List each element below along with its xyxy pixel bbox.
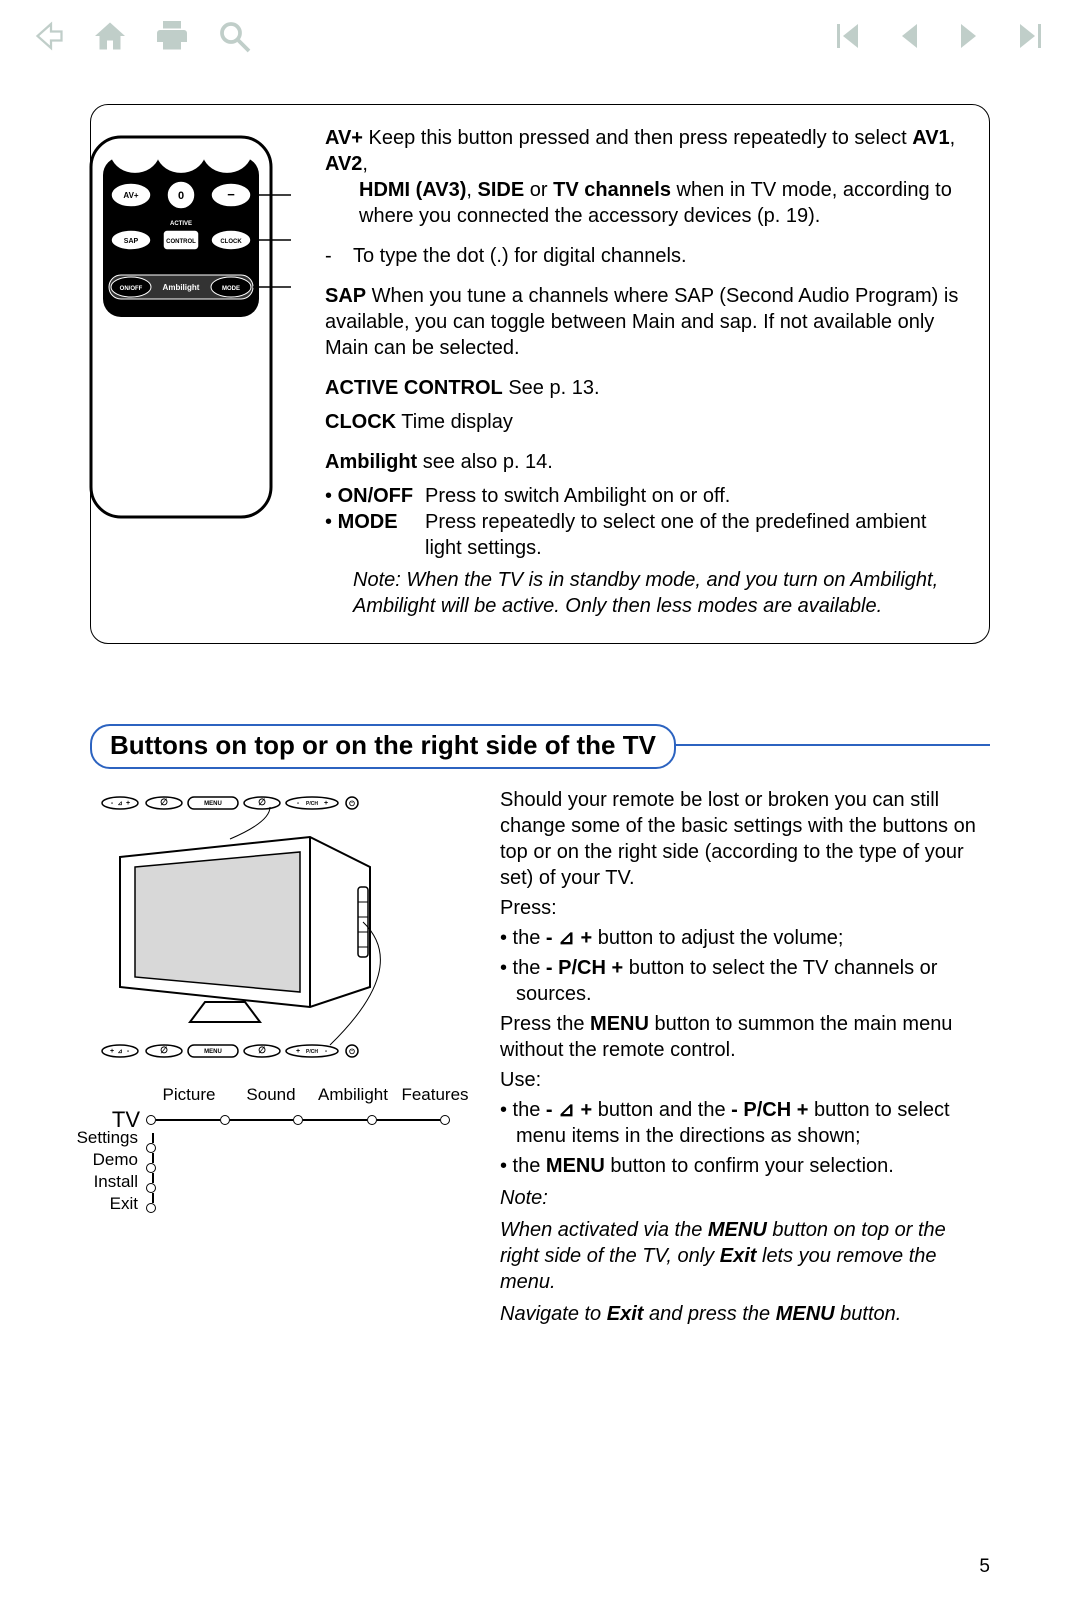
svg-text:∅: ∅ xyxy=(258,1045,266,1055)
dot-entry: -To type the dot (.) for digital channel… xyxy=(325,243,965,269)
sap-entry: SAP When you tune a channels where SAP (… xyxy=(325,283,965,361)
toolbar-left xyxy=(30,18,252,54)
ambilight-note: Note: When the TV is in standby mode, an… xyxy=(325,567,965,619)
ambilight-entry: Ambilight see also p. 14. xyxy=(325,449,965,475)
onoff-line: • ON/OFF Press to switch Ambilight on or… xyxy=(325,483,965,509)
page-number: 5 xyxy=(979,1556,990,1578)
svg-text:+: + xyxy=(296,1048,300,1055)
remote-info-box: AV+ 0 − ACTIVE SAP CONTROL CLOCK ON/OFF … xyxy=(90,104,990,644)
svg-text:∅: ∅ xyxy=(258,797,266,807)
home-icon[interactable] xyxy=(92,18,128,54)
section-body: -+⊿ ∅ MENU ∅ -P/CH+ ⏻ xyxy=(90,787,990,1331)
svg-text:∅: ∅ xyxy=(160,1045,168,1055)
menu-tree-top-labels: Picture Sound Ambilight Features xyxy=(90,1085,470,1105)
svg-text:ACTIVE: ACTIVE xyxy=(170,221,192,227)
clock-entry: CLOCK Time display xyxy=(325,409,965,435)
sap-label: SAP xyxy=(325,285,366,307)
svg-text:−: − xyxy=(227,187,235,202)
svg-text:Ambilight: Ambilight xyxy=(163,283,200,292)
mode-line: • MODE Press repeatedly to select one of… xyxy=(325,509,965,561)
toolbar-right xyxy=(828,18,1050,54)
svg-text:MODE: MODE xyxy=(222,286,240,292)
svg-text:CONTROL: CONTROL xyxy=(166,239,196,245)
toolbar xyxy=(30,18,1050,54)
menu-tree: Picture Sound Ambilight Features TV xyxy=(90,1085,470,1301)
first-icon[interactable] xyxy=(828,18,864,54)
av-entry: AV+ Keep this button pressed and then pr… xyxy=(325,125,965,229)
svg-text:MENU: MENU xyxy=(204,1049,222,1055)
svg-text:MENU: MENU xyxy=(204,801,222,807)
svg-text:+: + xyxy=(324,800,328,807)
svg-text:⏻: ⏻ xyxy=(349,800,355,808)
active-entry: ACTIVE CONTROL See p. 13. xyxy=(325,375,965,401)
prev-icon[interactable] xyxy=(890,18,926,54)
svg-text:AV+: AV+ xyxy=(123,191,139,200)
svg-text:+: + xyxy=(110,1048,114,1055)
last-icon[interactable] xyxy=(1014,18,1050,54)
search-icon[interactable] xyxy=(216,18,252,54)
svg-text:0: 0 xyxy=(178,190,184,202)
svg-text:+: + xyxy=(126,800,130,807)
svg-text:CLOCK: CLOCK xyxy=(220,239,242,245)
remote-diagram: AV+ 0 − ACTIVE SAP CONTROL CLOCK ON/OFF … xyxy=(81,135,291,525)
tv-diagram: -+⊿ ∅ MENU ∅ -P/CH+ ⏻ xyxy=(90,787,470,1331)
svg-text:⊿: ⊿ xyxy=(117,801,122,807)
svg-text:P/CH: P/CH xyxy=(306,1049,318,1055)
back-icon[interactable] xyxy=(30,18,66,54)
svg-text:∅: ∅ xyxy=(160,797,168,807)
page-content: AV+ 0 − ACTIVE SAP CONTROL CLOCK ON/OFF … xyxy=(90,80,990,1331)
next-icon[interactable] xyxy=(952,18,988,54)
svg-text:ON/OFF: ON/OFF xyxy=(120,286,143,292)
svg-text:⏻: ⏻ xyxy=(349,1048,355,1056)
svg-text:⊿: ⊿ xyxy=(117,1049,122,1055)
svg-text:SAP: SAP xyxy=(124,238,139,245)
svg-text:P/CH: P/CH xyxy=(306,801,318,807)
av-label: AV+ xyxy=(325,127,363,149)
section-title: Buttons on top or on the right side of t… xyxy=(90,724,676,769)
print-icon[interactable] xyxy=(154,18,190,54)
tv-illustration: -+⊿ ∅ MENU ∅ -P/CH+ ⏻ xyxy=(90,787,470,1067)
section-divider: Buttons on top or on the right side of t… xyxy=(90,744,990,791)
section-text: Should your remote be lost or broken you… xyxy=(500,787,990,1331)
